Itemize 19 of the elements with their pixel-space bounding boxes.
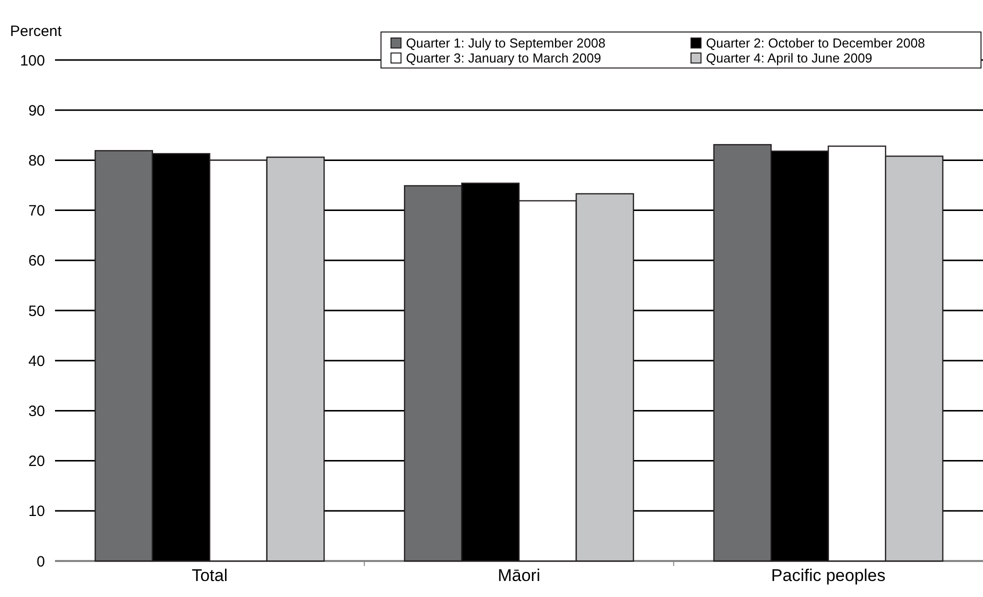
y-tick-label: 50: [28, 302, 45, 320]
x-tick-label: Total: [192, 566, 228, 585]
x-tick-label: Māori: [498, 566, 540, 585]
y-tick-label: 70: [28, 202, 45, 220]
y-tick-label: 80: [28, 152, 45, 170]
y-axis-title: Percent: [10, 23, 63, 40]
y-tick-label: 20: [28, 453, 45, 470]
y-tick-label: 0: [36, 553, 45, 570]
y-tick-label: 90: [28, 102, 45, 120]
x-tick-label: Pacific peoples: [771, 566, 886, 585]
y-tick-label: 60: [28, 252, 45, 270]
legend-label: Quarter 4: April to June 2009: [706, 50, 872, 66]
legend-label: Quarter 1: July to September 2008: [406, 36, 606, 51]
y-tick-label: 40: [28, 352, 45, 370]
legend-label: Quarter 3: January to March 2009: [406, 50, 602, 66]
y-tick-label: 10: [28, 503, 45, 520]
y-tick-label: 30: [28, 402, 45, 420]
y-tick-label: 100: [20, 52, 45, 70]
legend-label: Quarter 2: October to December 2008: [706, 36, 925, 51]
